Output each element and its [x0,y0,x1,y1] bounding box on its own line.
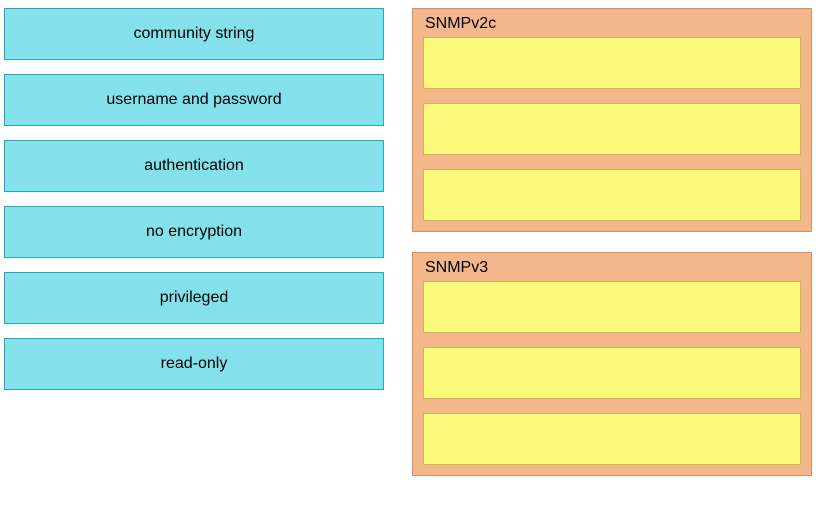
source-column: community string username and password a… [4,8,384,509]
target-title: SNMPv2c [423,13,801,37]
source-item-community-string[interactable]: community string [4,8,384,60]
source-item-no-encryption[interactable]: no encryption [4,206,384,258]
drop-slot[interactable] [423,413,801,465]
target-title: SNMPv3 [423,257,801,281]
target-box-snmpv3: SNMPv3 [412,252,812,476]
target-column: SNMPv2c SNMPv3 [412,8,812,509]
source-item-label: username and password [106,91,281,109]
source-item-label: no encryption [146,223,242,241]
source-item-label: read-only [161,355,228,373]
source-item-read-only[interactable]: read-only [4,338,384,390]
source-item-authentication[interactable]: authentication [4,140,384,192]
source-item-username-password[interactable]: username and password [4,74,384,126]
drop-slot[interactable] [423,169,801,221]
drop-slot[interactable] [423,103,801,155]
drop-slot[interactable] [423,37,801,89]
slot-list [423,37,801,221]
target-box-snmpv2c: SNMPv2c [412,8,812,232]
source-item-privileged[interactable]: privileged [4,272,384,324]
source-item-label: authentication [144,157,244,175]
drop-slot[interactable] [423,347,801,399]
drop-slot[interactable] [423,281,801,333]
source-item-label: community string [134,25,255,43]
source-item-label: privileged [160,289,228,307]
slot-list [423,281,801,465]
